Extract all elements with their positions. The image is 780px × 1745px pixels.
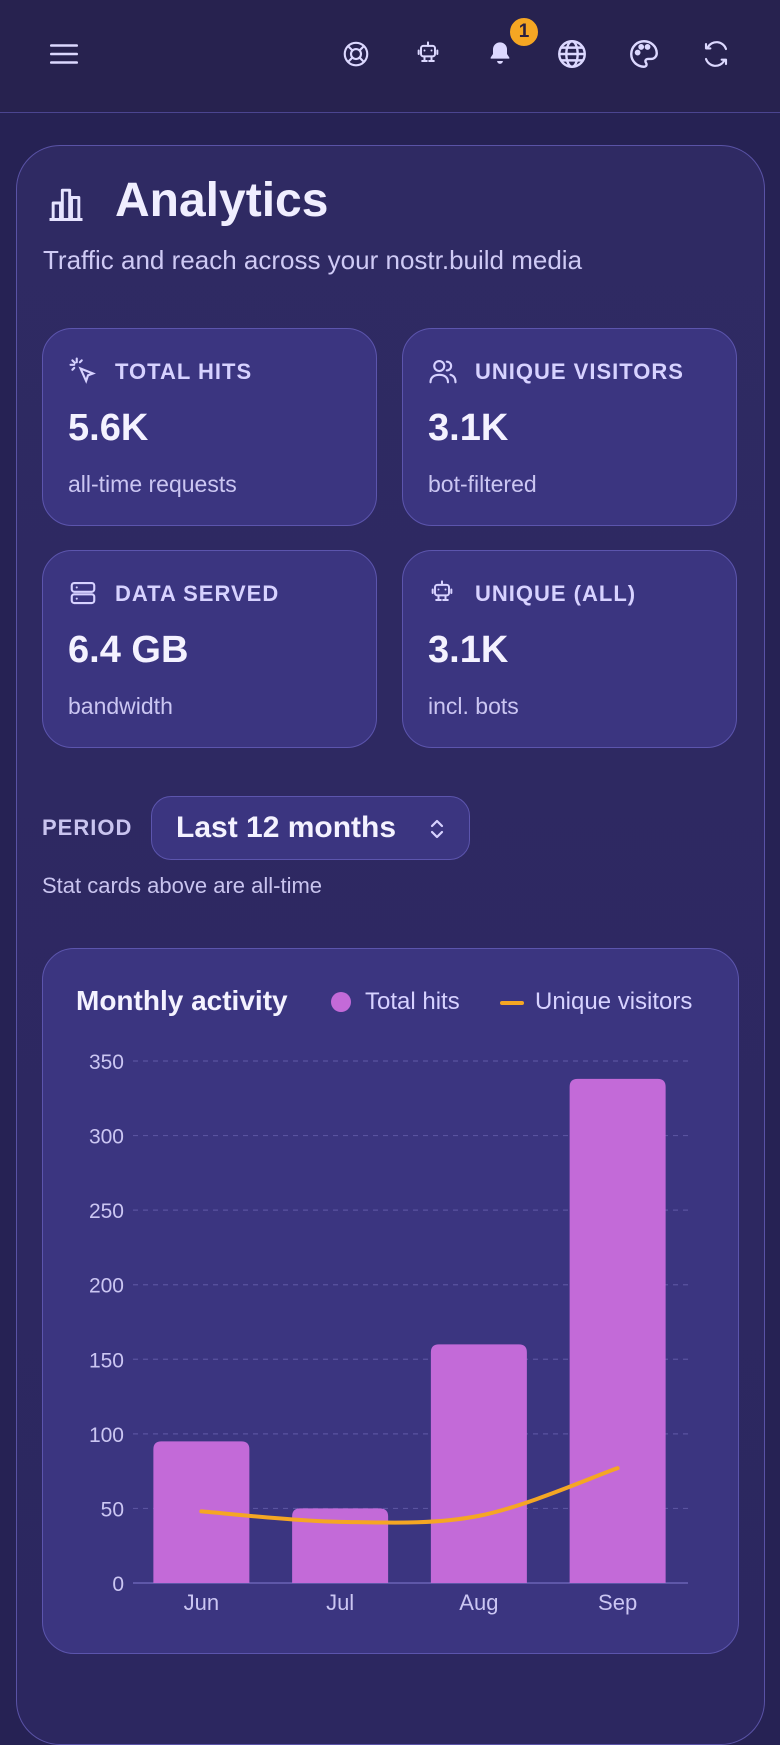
unique-visitors-line — [199, 1466, 620, 1525]
page-subtitle: Traffic and reach across your nostr.buil… — [43, 245, 583, 275]
menu-icon[interactable] — [44, 34, 84, 74]
stat-caption: bot-filtered — [428, 471, 537, 497]
support-icon[interactable] — [336, 34, 376, 74]
x-tick-label: Aug — [459, 1590, 498, 1615]
cursor-click-icon — [68, 356, 98, 391]
stat-card-total-hits: TOTAL HITS 5.6K all-time requests — [42, 328, 377, 526]
bar-aug — [430, 1344, 527, 1583]
palette-icon[interactable] — [624, 34, 664, 74]
y-tick-label: 200 — [89, 1275, 124, 1298]
y-tick-label: 250 — [89, 1200, 124, 1223]
globe-icon[interactable] — [552, 34, 592, 74]
server-icon — [68, 578, 98, 613]
top-bar: 1 — [0, 0, 780, 113]
stat-value: 3.1K — [428, 629, 509, 671]
period-select-value: Last 12 months — [176, 811, 397, 844]
stat-caption: all-time requests — [68, 471, 237, 497]
x-tick-label: Jun — [184, 1590, 219, 1615]
users-icon — [428, 356, 458, 391]
y-tick-label: 50 — [101, 1498, 124, 1521]
y-tick-label: 300 — [89, 1126, 124, 1149]
robot-icon — [428, 578, 456, 613]
notification-badge: 1 — [508, 16, 540, 48]
y-tick-label: 0 — [112, 1573, 124, 1596]
bell-icon[interactable] — [480, 34, 520, 74]
bar-sep — [569, 1078, 666, 1583]
chart-title: Monthly activity — [76, 985, 288, 1016]
x-tick-label: Sep — [598, 1590, 637, 1615]
legend-total-hits[interactable]: Total hits — [365, 988, 460, 1015]
stat-label: TOTAL HITS — [115, 359, 253, 384]
stat-caption: incl. bots — [428, 693, 519, 719]
y-tick-label: 100 — [89, 1424, 124, 1447]
stat-caption: bandwidth — [68, 693, 173, 719]
stat-value: 6.4 GB — [68, 629, 189, 671]
bar-jul — [292, 1508, 389, 1583]
stat-value: 3.1K — [428, 407, 509, 449]
bar-chart-icon — [44, 181, 88, 230]
chevron-up-down-icon — [427, 817, 447, 846]
monthly-activity-chart: 0 50 100 150 200 250 300 350 Jun Jul Aug Sep — [89, 1051, 688, 1615]
page-title: Analytics — [115, 174, 329, 227]
y-tick-label: 350 — [89, 1051, 124, 1074]
stat-label: DATA SERVED — [115, 581, 280, 606]
robot-icon[interactable] — [408, 34, 448, 74]
x-tick-label: Jul — [326, 1590, 354, 1615]
period-note: Stat cards above are all-time — [42, 873, 323, 898]
period-label: PERIOD — [42, 815, 133, 840]
stat-card-unique-all: UNIQUE (ALL) 3.1K incl. bots — [402, 550, 737, 748]
stat-label: UNIQUE VISITORS — [475, 359, 684, 384]
stat-label: UNIQUE (ALL) — [475, 581, 637, 606]
refresh-icon[interactable] — [696, 34, 736, 74]
legend-swatch-unique-visitors — [500, 1001, 524, 1005]
legend-swatch-total-hits — [331, 992, 351, 1012]
legend-unique-visitors[interactable]: Unique visitors — [535, 988, 693, 1015]
stat-card-unique-visitors: UNIQUE VISITORS 3.1K bot-filtered — [402, 328, 737, 526]
y-tick-label: 150 — [89, 1349, 124, 1372]
stat-card-data-served: DATA SERVED 6.4 GB bandwidth — [42, 550, 377, 748]
stat-value: 5.6K — [68, 407, 149, 449]
period-select[interactable]: Last 12 months — [151, 796, 470, 860]
